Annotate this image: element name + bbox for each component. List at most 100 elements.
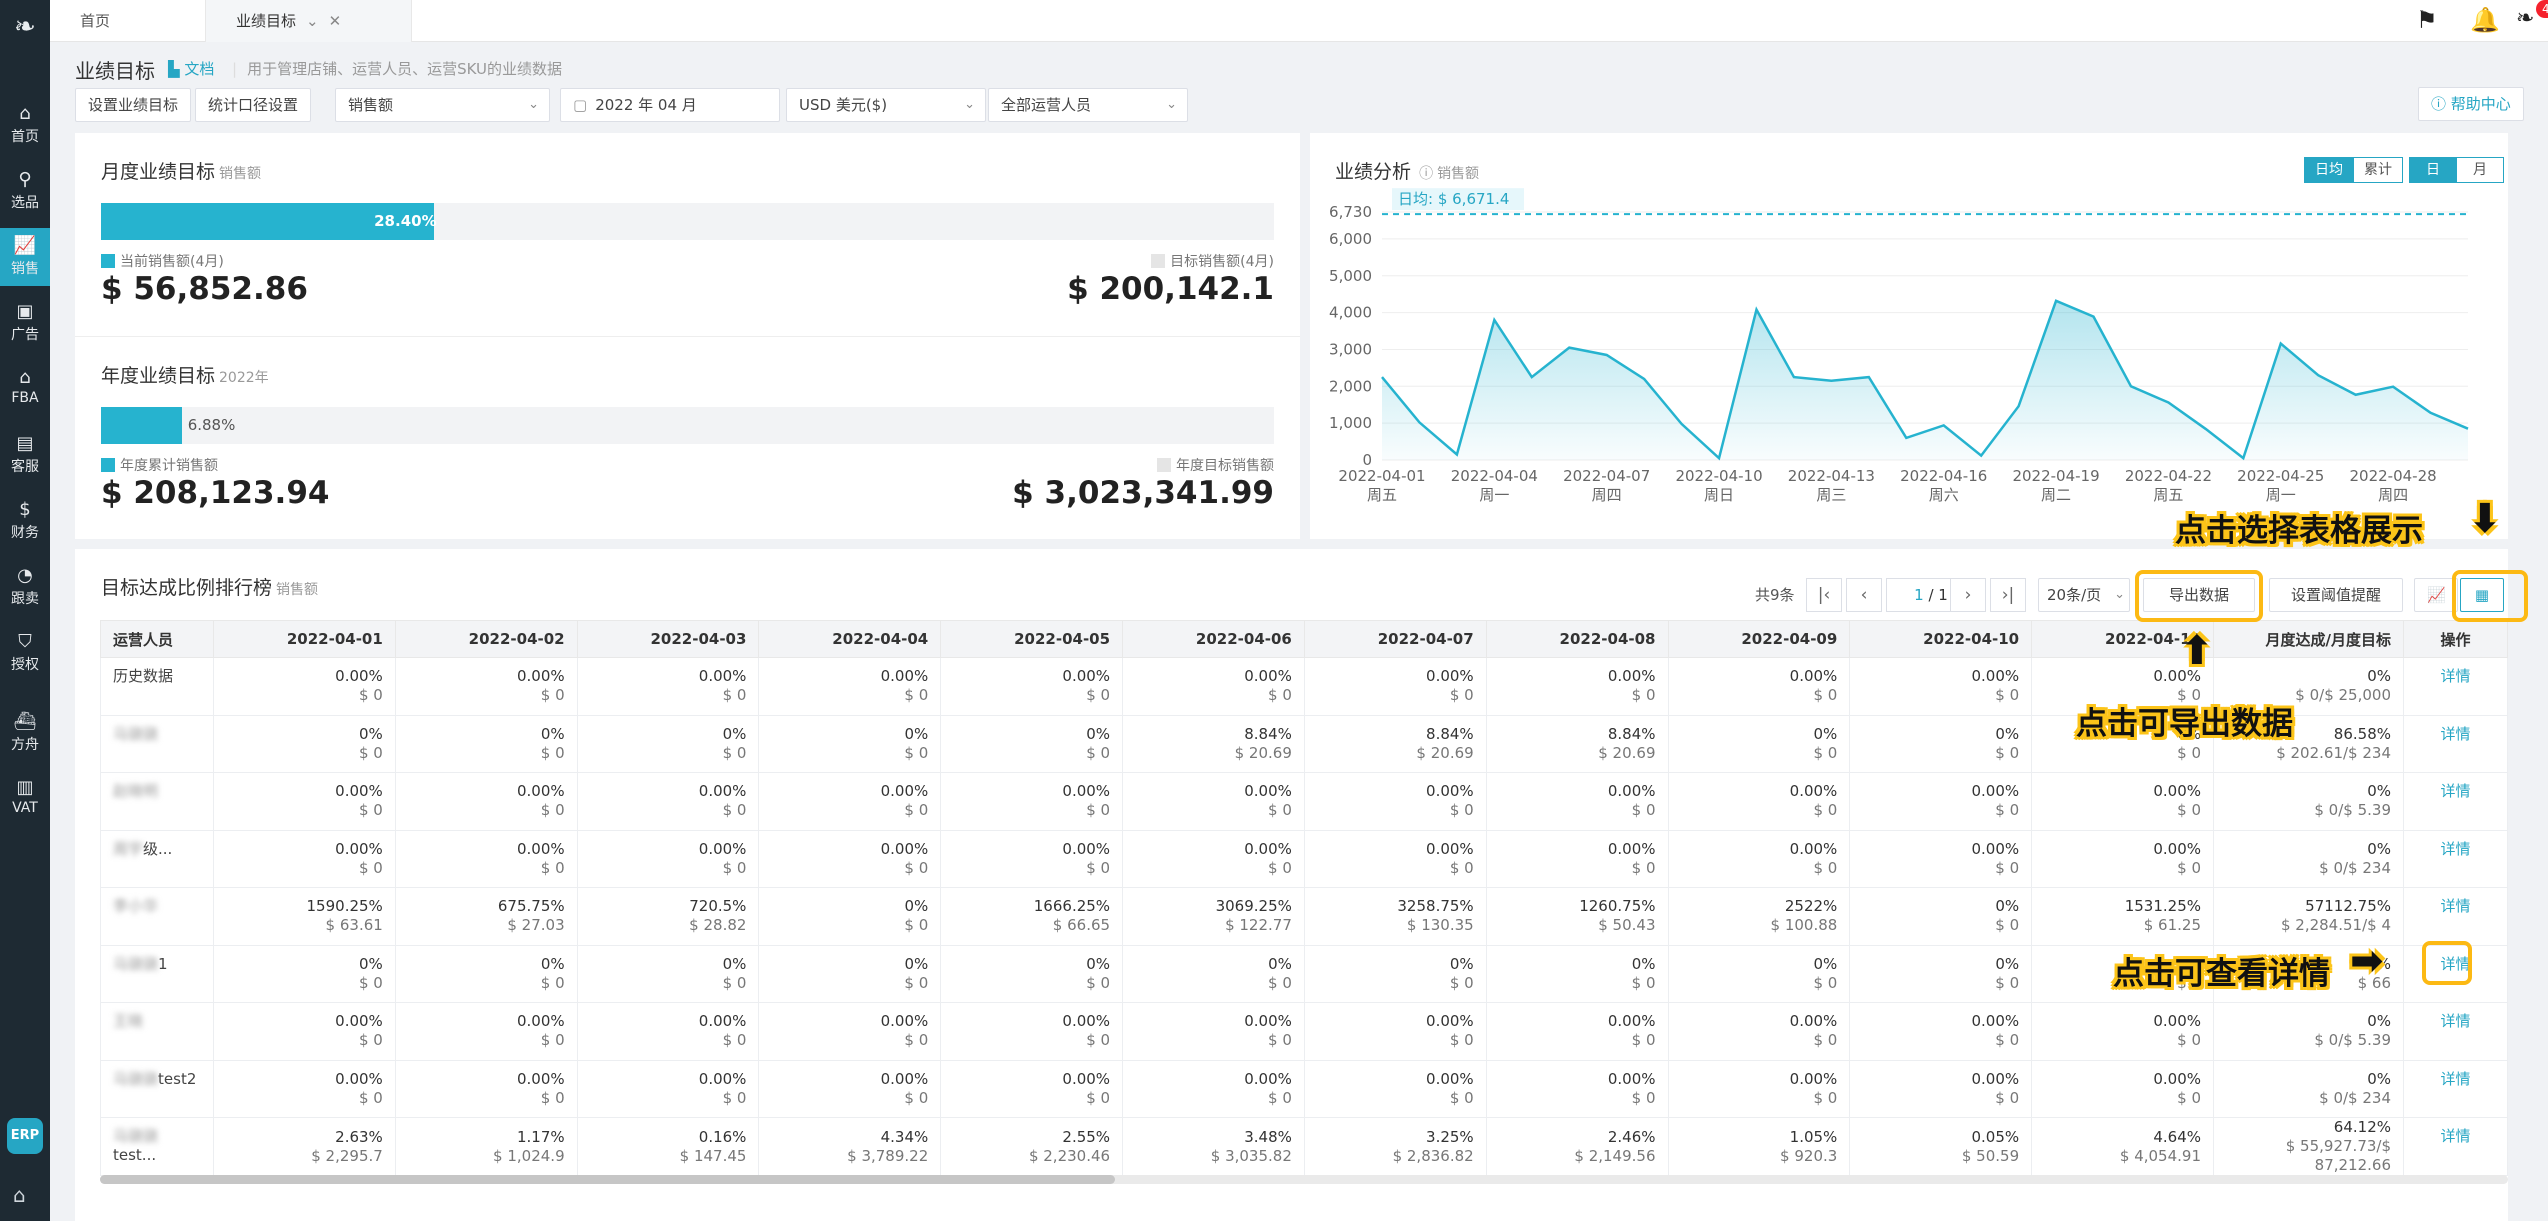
next-page-button[interactable]: › [1950,578,1986,612]
scrollbar-thumb[interactable] [100,1175,1115,1184]
x-tick-day: 周二 [2041,486,2071,504]
value-cell: 0.00% $ 0 [1667,772,1851,831]
value-cell: 0.00% $ 0 [576,657,760,716]
staff-name-cell: 马骁骁test2 [100,1059,214,1118]
sidebar-item-7[interactable]: ◔ 跟卖 [0,558,50,616]
amount-value: $ 147.45 [679,1146,747,1165]
sidebar-item-5[interactable]: ▤ 客服 [0,426,50,484]
page-size-select[interactable]: 20条/页 ⌄ [2038,578,2130,612]
value-cell: 8.84% $ 20.69 [1122,714,1305,773]
amount-value: $ 0 [2177,1088,2201,1107]
detail-link[interactable]: 详情 [2440,1069,2471,1088]
seg-daily-avg[interactable]: 日均 [2304,157,2354,183]
pct-value: 0.00% [1426,782,1474,801]
value-cell: 0.00% $ 0 [1849,772,2033,831]
seg-month[interactable]: 月 [2456,157,2504,183]
pct-value: 0.00% [698,782,747,801]
tab-home[interactable]: 首页 [50,0,206,42]
value-cell: 0% $ 0 [1303,944,1487,1003]
value-cell: 0.00% $ 0 [394,829,578,888]
sidebar-item-1[interactable]: ⚲ 选品 [0,162,50,220]
detail-link[interactable]: 详情 [2440,782,2471,800]
seg-day[interactable]: 日 [2409,157,2457,183]
sidebar-item-10[interactable]: ▥ VAT [0,770,50,828]
sidebar: ❧ ⌂ 首页 ⚲ 选品 📈 销售 ▣ 广告 ⌂ FBA ▤ 客服 $ 财务 ◔ 跟卖 ⛉ 授权 ⛴ 方舟 ▥ VAT ER… [0,0,50,1221]
staff-name: 1 [158,954,168,973]
detail-link[interactable]: 详情 [2440,839,2471,858]
value-cell: 0.00% $ 0 [394,657,578,716]
chevron-down-icon[interactable]: ⌄ [306,12,319,30]
detail-link[interactable]: 详情 [2440,954,2471,973]
x-tick-day: 周四 [2378,486,2408,504]
sidebar-item-8[interactable]: ⛉ 授权 [0,624,50,682]
chevron-down-icon: ⌄ [1166,97,1177,112]
detail-link[interactable]: 详情 [2440,1127,2471,1145]
line-chart-icon: 📈 [2427,586,2446,604]
value-cell: 0.00% $ 0 [940,829,1124,888]
logo-icon[interactable]: ❧ [14,12,36,42]
sidebar-item-2[interactable]: 📈 销售 [0,228,50,286]
export-data-button[interactable]: 导出数据 [2143,578,2255,612]
value-cell: 0.00% $ 0 [576,1059,760,1118]
close-icon[interactable]: ✕ [328,12,342,30]
amount-value: $ 2,836.82 [1392,1146,1474,1165]
x-tick-date: 2022-04-22 [2125,467,2212,485]
detail-link[interactable]: 详情 [2440,1012,2471,1030]
set-goal-button[interactable]: 设置业绩目标 [75,88,192,122]
chart-view-button[interactable]: 📈 [2414,578,2458,612]
flag-icon[interactable]: ⚑ [2416,6,2438,34]
sidebar-item-4[interactable]: ⌂ FBA [0,360,50,418]
month-picker[interactable]: ▢ 2022 年 04 月 [560,88,780,122]
value-cell: 2.46% $ 2,149.56 [1485,1117,1669,1176]
bell-icon[interactable]: 🔔 [2470,6,2500,34]
doc-link[interactable]: ▙ 文档 [168,60,215,78]
last-page-button[interactable]: ›| [1990,578,2026,612]
amount-value: $ 0 [1631,973,1656,992]
amount-value: $ 0 [1995,1088,2020,1107]
detail-link[interactable]: 详情 [2440,667,2471,685]
pct-value: 0% [2177,724,2201,743]
table-view-button[interactable]: ▦ [2460,578,2504,612]
sidebar-item-6[interactable]: $ 财务 [0,492,50,550]
stat-setting-button[interactable]: 统计口径设置 [195,88,312,122]
staff-name-cell: 马骁骁1 [100,944,214,1003]
pct-value: 0.00% [1426,1069,1474,1088]
detail-link[interactable]: 详情 [2440,897,2471,915]
staff-select[interactable]: 全部运营人员 ⌄ [988,88,1188,122]
amount-value: $ 0 [2177,1031,2201,1050]
seg-cumulative[interactable]: 累计 [2353,157,2403,183]
metric-select[interactable]: 销售额 ⌄ [335,88,550,122]
tab-performance-goal[interactable]: 业绩目标 ⌄ ✕ [206,0,412,42]
sidebar-item-label: 客服 [11,459,39,475]
month-pct: 0% [2367,839,2391,858]
prev-page-button[interactable]: ‹ [1846,578,1882,612]
help-center-button[interactable]: ⓘ 帮助中心 [2418,87,2524,121]
amount-value: $ 0 [358,743,383,762]
pct-value: 0% [2177,954,2201,973]
sidebar-item-3[interactable]: ▣ 广告 [0,294,50,352]
horizontal-scrollbar[interactable] [100,1175,2508,1184]
pct-value: 0.00% [1789,1012,1838,1031]
avatar[interactable]: ❧ [2516,6,2535,31]
month-achievement-cell: 0% $ 0/$ 234 [2213,829,2404,888]
first-page-button[interactable]: |‹ [1806,578,1842,612]
threshold-alert-button[interactable]: 设置阈值提醒 [2269,578,2403,612]
erp-button[interactable]: ERP [7,1118,43,1154]
amount-value: $ 0 [1086,1031,1111,1050]
sidebar-item-0[interactable]: ⌂ 首页 [0,96,50,154]
detail-link[interactable]: 详情 [2440,724,2471,743]
value-cell: 0.00% $ 0 [1667,657,1851,716]
staff-name: test2 [158,1069,197,1088]
monthly-goal-card: 月度业绩目标 销售额 28.40% 当前销售额(4月) $ 56,852.86 目… [75,133,1300,336]
pct-value: 0.00% [698,1069,747,1088]
amount-value: $ 0 [1631,1088,1656,1107]
store-icon[interactable]: ⌂ [13,1183,26,1207]
action-cell: 详情 [2403,1002,2508,1061]
sidebar-item-9[interactable]: ⛴ 方舟 [0,704,50,762]
pct-value: 0.00% [698,839,747,858]
month-amount: $ 202.61/$ 234 [2276,743,2391,762]
analysis-card: 业绩分析 ⓘ 销售额 日均 累计 日 月 6,730 6,000 5,000 4,000… [1310,133,2508,539]
pct-value: 0.00% [2153,1069,2201,1088]
ad-icon: ▣ [16,301,34,322]
currency-select[interactable]: USD 美元($) ⌄ [786,88,986,122]
